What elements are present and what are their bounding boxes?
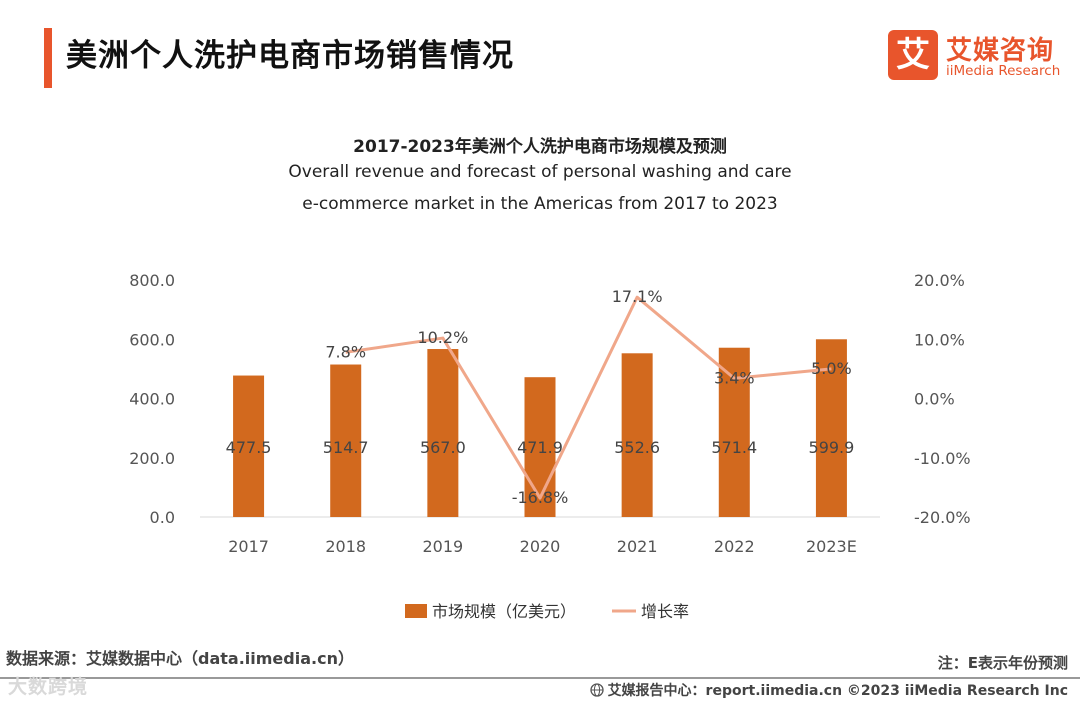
- y-right-tick-label: 0.0%: [914, 390, 955, 409]
- logo-text-en: iiMedia Research: [946, 63, 1061, 79]
- watermark: 大数跨境: [8, 676, 89, 698]
- legend-label-line: 增长率: [641, 602, 689, 621]
- growth-rate-label: 3.4%: [714, 368, 755, 387]
- bar-value-label: 471.9: [517, 438, 563, 457]
- bar: [621, 353, 653, 517]
- x-tick-label: 2018: [325, 537, 366, 556]
- legend-swatch-bar: [405, 604, 427, 618]
- growth-rate-label: 7.8%: [325, 342, 366, 361]
- bar-value-label: 567.0: [420, 438, 466, 457]
- x-tick-label: 2017: [228, 537, 269, 556]
- y-right-tick-label: -10.0%: [914, 449, 971, 468]
- y-left-tick-label: 400.0: [129, 390, 175, 409]
- x-tick-label: 2023E: [806, 537, 857, 556]
- growth-rate-label: 10.2%: [417, 328, 468, 347]
- bar-value-label: 477.5: [226, 438, 272, 457]
- x-tick-label: 2019: [422, 537, 463, 556]
- page-title: 美洲个人洗护电商市场销售情况: [66, 38, 514, 74]
- title-accent-bar: [44, 28, 52, 88]
- chart-title-zh: 2017-2023年美洲个人洗护电商市场规模及预测: [353, 137, 727, 157]
- bar-value-label: 571.4: [711, 438, 757, 457]
- globe-icon: [589, 683, 604, 697]
- x-tick-label: 2022: [714, 537, 755, 556]
- bar: [524, 377, 556, 517]
- forecast-note: 注：E表示年份预测: [937, 654, 1068, 672]
- logo-text-cn: 艾媒咨询: [946, 36, 1055, 66]
- x-tick-label: 2020: [520, 537, 561, 556]
- chart-title-en-line2: e-commerce market in the Americas from 2…: [302, 194, 778, 214]
- bar-value-label: 599.9: [809, 438, 855, 457]
- footer: 艾媒报告中心：report.iimedia.cn ©2023 iiMedia R…: [589, 680, 1068, 700]
- growth-rate-label: 5.0%: [811, 359, 852, 378]
- y-right-tick-label: -20.0%: [914, 508, 971, 527]
- logo-mark: 艾: [888, 30, 938, 80]
- y-right-tick-label: 20.0%: [914, 271, 965, 290]
- bar: [330, 364, 362, 517]
- bar: [233, 375, 265, 517]
- y-left-tick-label: 800.0: [129, 271, 175, 290]
- data-source: 数据来源：艾媒数据中心（data.iimedia.cn）: [6, 649, 354, 668]
- combo-chart: 0.0 200.0 400.0 600.0 800.0 -20.0% -10.0% 0.0% 1…: [129, 271, 971, 621]
- legend-label-bar: 市场规模（亿美元）: [432, 602, 576, 621]
- chart-title-en-line1: Overall revenue and forecast of personal…: [288, 162, 792, 182]
- growth-rate-label: -16.8%: [512, 488, 569, 507]
- bar-value-label: 514.7: [323, 438, 369, 457]
- y-left-tick-label: 600.0: [129, 330, 175, 349]
- growth-rate-label: 17.1%: [612, 287, 663, 306]
- iimedia-logo: 艾 艾媒咨询 iiMedia Research: [888, 30, 1068, 84]
- bar-value-label: 552.6: [614, 438, 660, 457]
- bar: [427, 349, 459, 517]
- y-left-tick-label: 200.0: [129, 449, 175, 468]
- footer-divider: [0, 677, 1080, 679]
- y-right-tick-label: 10.0%: [914, 330, 965, 349]
- footer-text: 艾媒报告中心：report.iimedia.cn ©2023 iiMedia R…: [607, 683, 1068, 699]
- x-tick-label: 2021: [617, 537, 658, 556]
- y-left-tick-label: 0.0: [150, 508, 175, 527]
- growth-rate-line: [345, 295, 832, 500]
